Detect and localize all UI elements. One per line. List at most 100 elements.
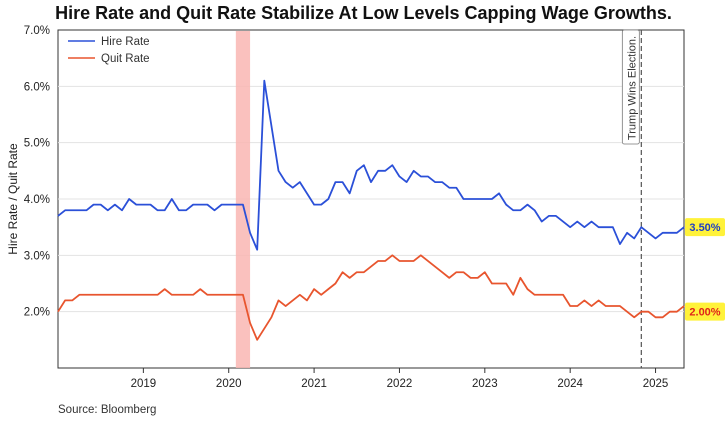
data-point-hire-rate [114,203,116,205]
data-point-hire-rate [71,209,73,211]
data-point-quit-rate [391,254,393,256]
data-point-quit-rate [356,271,358,273]
data-point-quit-rate [64,299,66,301]
data-point-quit-rate [228,294,230,296]
data-point-quit-rate [313,288,315,290]
data-point-hire-rate [533,209,535,211]
x-tick-layer: 2019 2020 2021 2022 2023 2024 2025 [131,368,668,390]
data-point-quit-rate [405,260,407,262]
end-badge-text-quit-rate: 2.00% [689,307,720,319]
election-annotation: Trump Wins Election. [621,29,640,145]
data-point-quit-rate [541,294,543,296]
data-point-quit-rate [57,310,59,312]
data-point-hire-rate [590,220,592,222]
data-point-hire-rate [327,198,329,200]
x-tick-label: 2021 [301,378,327,390]
data-point-hire-rate [583,226,585,228]
data-point-hire-rate [619,243,621,245]
data-point-hire-rate [605,226,607,228]
x-tick-label: 2022 [387,378,413,390]
data-point-quit-rate [256,339,258,341]
data-point-hire-rate [462,198,464,200]
data-point-hire-rate [348,192,350,194]
data-point-quit-rate [420,254,422,256]
data-point-quit-rate [519,277,521,279]
vline-layer: Trump Wins Election. [621,29,642,368]
data-point-quit-rate [427,260,429,262]
y-tick-label: 7.0% [24,25,50,37]
data-point-hire-rate [434,181,436,183]
data-point-hire-rate [185,209,187,211]
data-point-hire-rate [612,226,614,228]
data-point-quit-rate [676,310,678,312]
legend: Hire Rate Quit Rate [68,36,150,65]
data-point-quit-rate [92,294,94,296]
data-point-hire-rate [505,203,507,205]
y-tick-label: 3.0% [24,250,50,262]
data-point-hire-rate [477,198,479,200]
data-point-hire-rate [235,203,237,205]
data-point-hire-rate [206,203,208,205]
data-point-quit-rate [277,299,279,301]
data-point-hire-rate [121,209,123,211]
series-line-hire-rate [57,79,685,251]
data-point-hire-rate [263,80,265,82]
data-point-quit-rate [512,294,514,296]
data-point-hire-rate [448,187,450,189]
data-point-quit-rate [135,294,137,296]
data-point-quit-rate [370,265,372,267]
end-badge-quit-rate [685,302,725,321]
data-point-hire-rate [469,198,471,200]
data-point-hire-rate [640,226,642,228]
legend-label-quit-rate: Quit Rate [101,53,150,65]
data-point-hire-rate [562,220,564,222]
data-point-hire-rate [412,170,414,172]
grid-layer [58,85,684,313]
data-point-hire-rate [107,209,109,211]
shade-layer [235,31,251,368]
data-point-hire-rate [441,181,443,183]
source-note: Source: Bloomberg [58,404,156,416]
data-point-quit-rate [562,294,564,296]
data-point-quit-rate [213,294,215,296]
data-point-quit-rate [292,299,294,301]
data-point-hire-rate [363,164,365,166]
election-annotation-text: Trump Wins Election. [626,36,638,140]
data-point-hire-rate [455,187,457,189]
data-point-quit-rate [669,310,671,312]
election-annotation-box [621,29,640,145]
data-point-quit-rate [263,327,265,329]
data-point-hire-rate [284,181,286,183]
data-point-quit-rate [619,305,621,307]
data-point-hire-rate [405,181,407,183]
data-point-quit-rate [363,271,365,273]
data-point-quit-rate [612,305,614,307]
data-point-quit-rate [448,277,450,279]
data-point-hire-rate [555,215,557,217]
data-point-quit-rate [114,294,116,296]
data-point-hire-rate [92,203,94,205]
data-point-quit-rate [206,294,208,296]
data-point-quit-rate [107,294,109,296]
data-point-hire-rate [78,209,80,211]
data-point-quit-rate [327,288,329,290]
end-label-layer: 3.50% 2.00% [685,218,725,321]
data-point-hire-rate [256,249,258,251]
y-tick-label: 4.0% [24,194,50,206]
data-point-quit-rate [249,322,251,324]
data-point-hire-rate [633,237,635,239]
data-point-hire-rate [647,232,649,234]
data-point-hire-rate [356,170,358,172]
data-point-hire-rate [370,181,372,183]
data-point-quit-rate [647,310,649,312]
data-point-quit-rate [597,299,599,301]
data-point-hire-rate [299,181,301,183]
data-point-quit-rate [462,271,464,273]
data-point-quit-rate [171,294,173,296]
data-point-hire-rate [569,226,571,228]
data-point-quit-rate [455,271,457,273]
data-point-quit-rate [178,294,180,296]
data-point-hire-rate [149,203,151,205]
data-point-hire-rate [242,203,244,205]
data-point-hire-rate [384,170,386,172]
